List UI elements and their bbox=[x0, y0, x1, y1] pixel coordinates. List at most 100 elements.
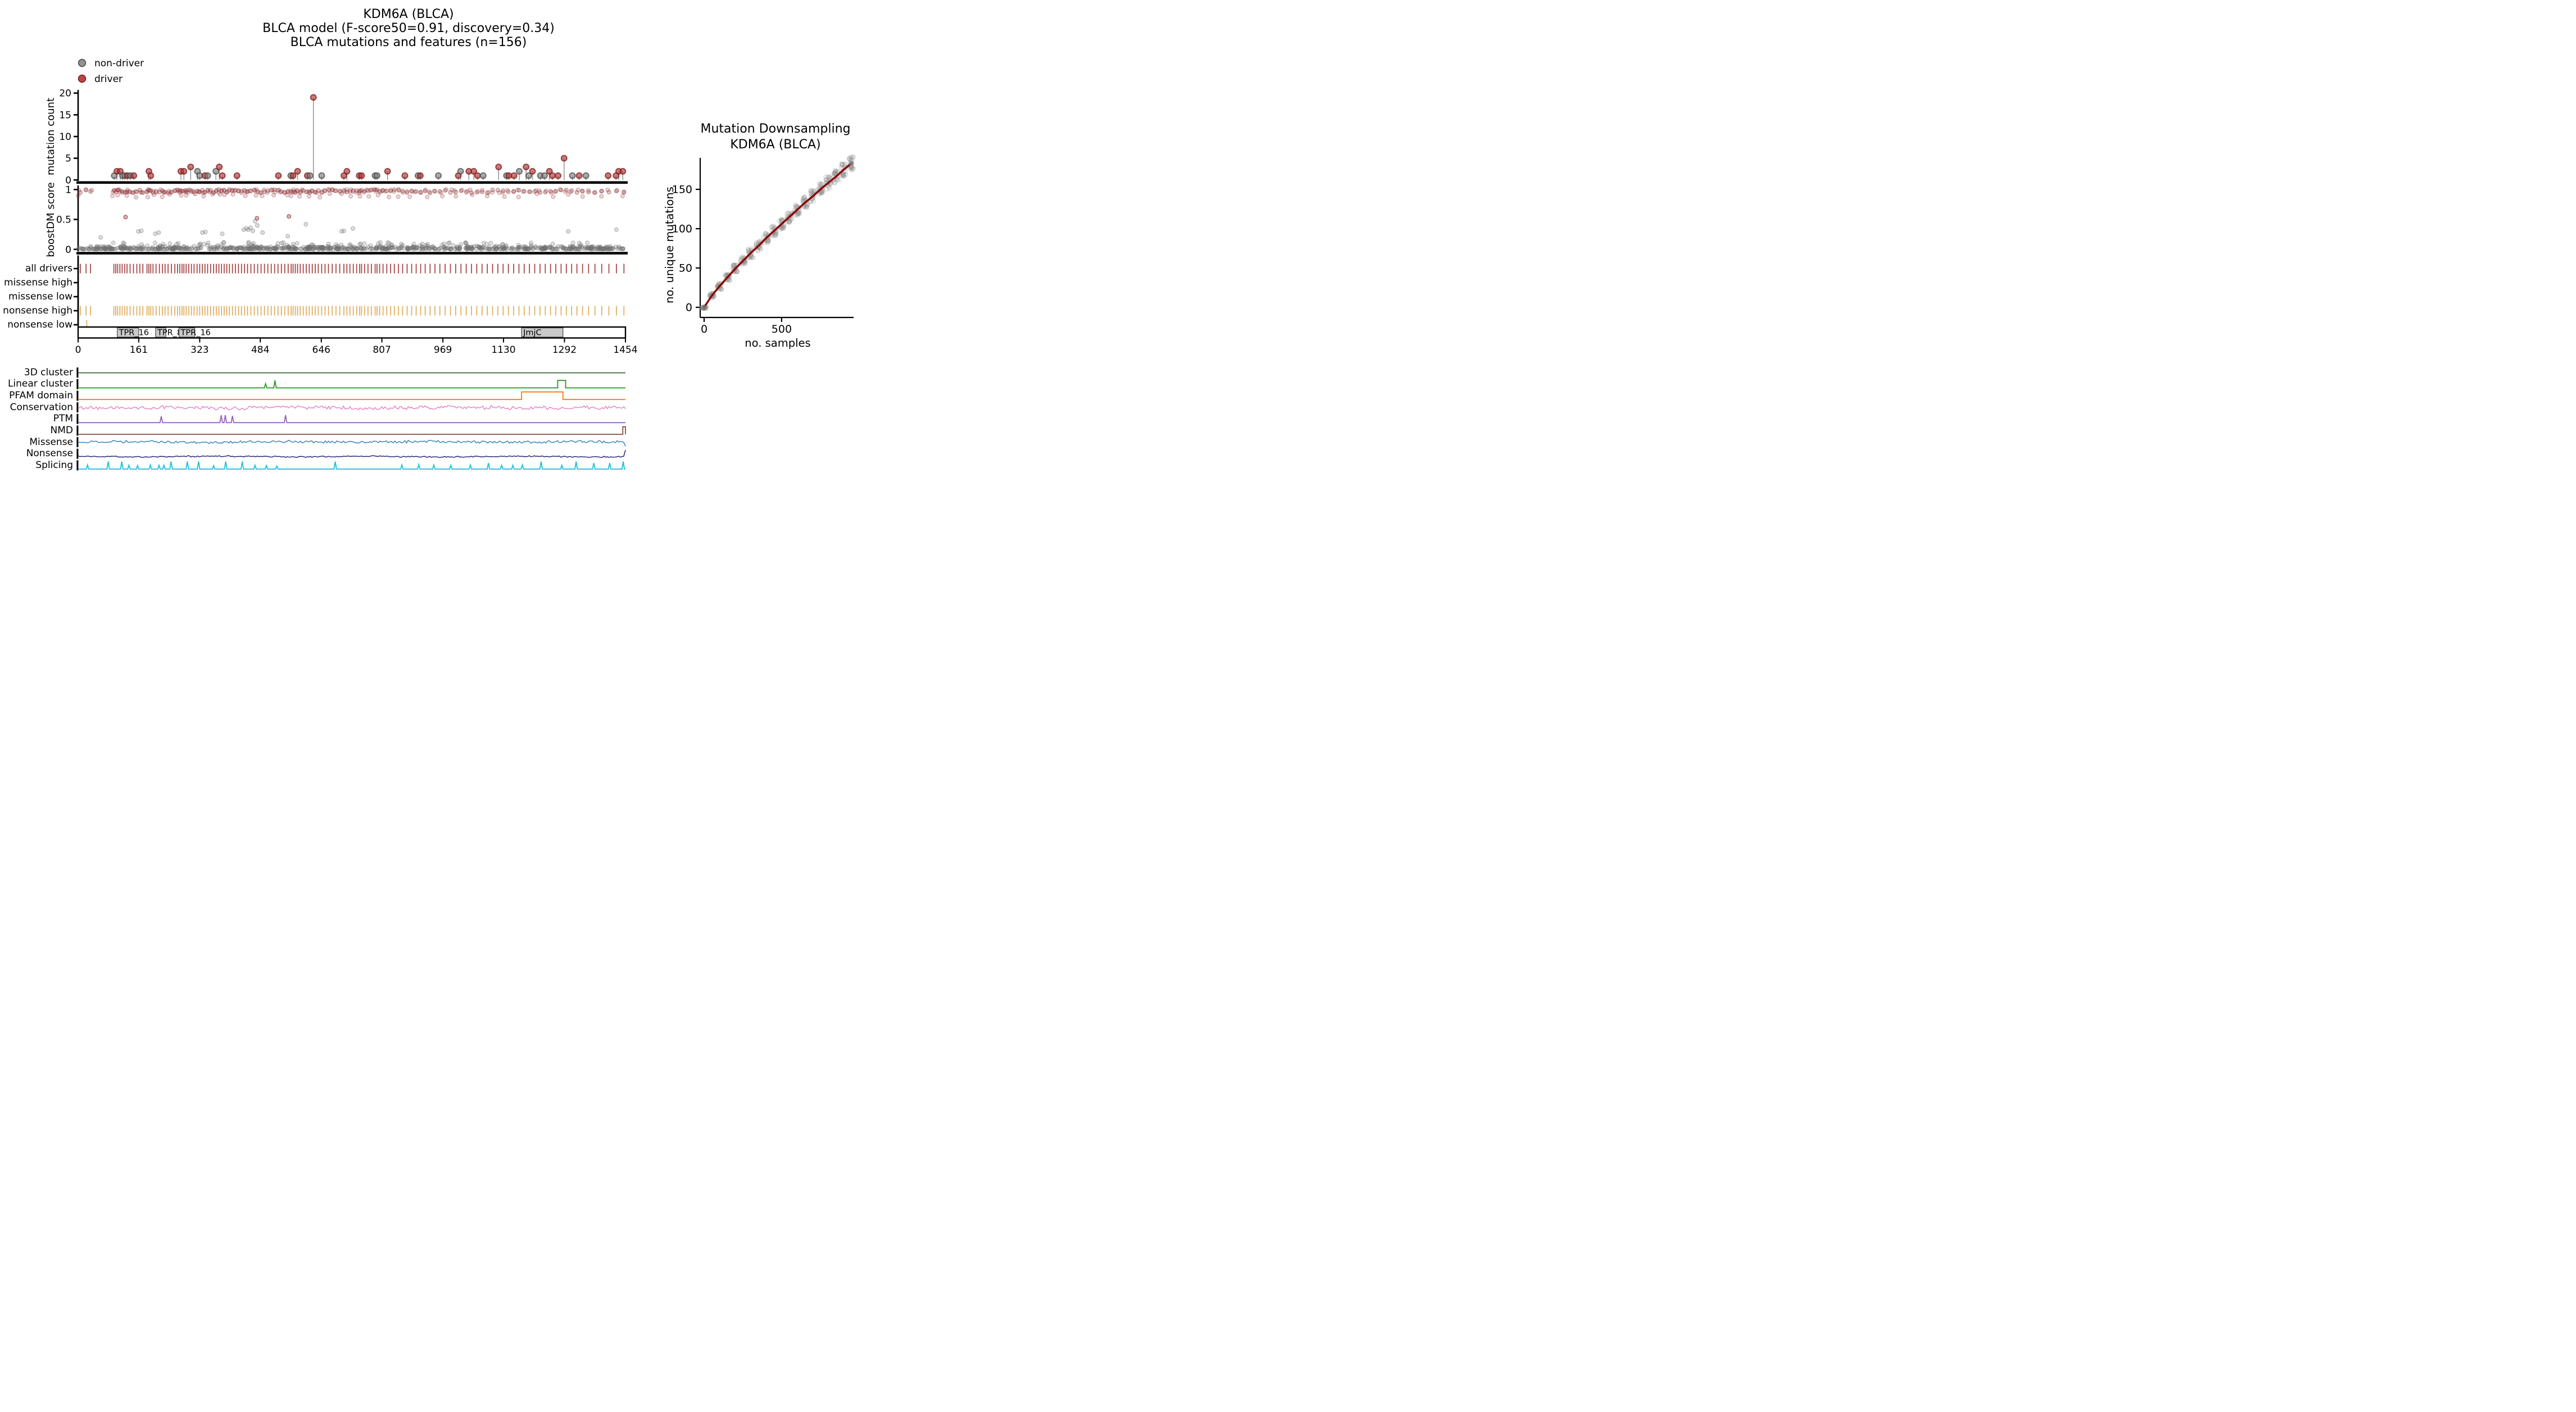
driver-point bbox=[566, 192, 571, 197]
driver-point bbox=[253, 193, 258, 198]
rail-mark bbox=[346, 264, 348, 274]
rail-mark bbox=[415, 264, 417, 274]
driver-point bbox=[257, 190, 262, 195]
driver-point bbox=[506, 189, 511, 194]
rail-mark bbox=[555, 264, 556, 274]
driver-point bbox=[418, 189, 423, 194]
rail-mark bbox=[550, 306, 551, 316]
rail-mark bbox=[224, 306, 225, 316]
rail-mark bbox=[424, 306, 426, 316]
rail-mark bbox=[374, 264, 376, 274]
rail-mark bbox=[182, 306, 183, 316]
needle-plot: 0 5 10 15 20 bbox=[59, 88, 628, 186]
rail-mark bbox=[193, 264, 195, 274]
replicate-point bbox=[832, 170, 838, 175]
replicate-point bbox=[773, 231, 779, 237]
driver-lollipop bbox=[555, 172, 562, 179]
replicate-point bbox=[731, 262, 737, 267]
replicate-point bbox=[718, 286, 724, 292]
driver-point bbox=[88, 189, 93, 194]
rail-mark bbox=[80, 264, 81, 274]
rail-mark bbox=[126, 264, 128, 274]
replicate-point bbox=[823, 177, 828, 183]
nondriver-outlier-point bbox=[220, 231, 225, 237]
nondriver-point bbox=[425, 242, 430, 247]
rail-mark bbox=[260, 264, 262, 274]
rail-mark bbox=[318, 306, 319, 316]
driver-point bbox=[521, 189, 526, 194]
replicate-point bbox=[734, 269, 740, 274]
replicate-point bbox=[827, 185, 832, 191]
boostdm-score-plot: 00.51 bbox=[56, 184, 628, 256]
replicate-point bbox=[765, 238, 771, 243]
legend-driver-label: driver bbox=[94, 74, 123, 85]
rail-mark bbox=[555, 306, 556, 316]
driver-point bbox=[124, 193, 129, 198]
nondriver-point bbox=[198, 245, 203, 250]
driver-point bbox=[265, 190, 270, 195]
x-axis-tick-label: 807 bbox=[373, 344, 391, 356]
needle-y-tick-label: 20 bbox=[59, 88, 71, 99]
nondriver-point bbox=[516, 243, 521, 248]
rail-mark bbox=[257, 264, 258, 274]
nondriver-point bbox=[547, 244, 552, 249]
nondriver-point bbox=[242, 247, 247, 252]
nondriver-point bbox=[556, 244, 560, 249]
rail-mark bbox=[476, 306, 478, 316]
rail-mark bbox=[571, 264, 573, 274]
replicate-point bbox=[804, 205, 810, 210]
driver-point bbox=[579, 188, 584, 193]
replicate-point bbox=[779, 217, 785, 223]
driver-point bbox=[358, 189, 362, 194]
replicate-point bbox=[797, 211, 802, 216]
driver-point bbox=[485, 190, 490, 196]
replicate-point bbox=[832, 168, 838, 174]
rail-mark bbox=[306, 264, 307, 274]
nondriver-point bbox=[150, 245, 155, 250]
driver-point bbox=[568, 189, 573, 194]
rail-mark bbox=[179, 306, 180, 316]
driver-point bbox=[78, 190, 83, 195]
replicate-point bbox=[838, 165, 844, 170]
nondriver-point bbox=[264, 245, 269, 250]
nondriver-point bbox=[366, 244, 370, 249]
replicate-point bbox=[766, 238, 771, 243]
replicate-point bbox=[738, 255, 744, 261]
nondriver-point bbox=[111, 240, 116, 246]
replicate-point bbox=[831, 171, 837, 176]
rail-mark bbox=[148, 306, 149, 316]
replicate-point bbox=[827, 174, 832, 180]
driver-point bbox=[465, 188, 470, 193]
driver-point bbox=[414, 189, 419, 194]
needle-y-tick-label: 5 bbox=[65, 153, 71, 165]
rail-mark bbox=[550, 264, 551, 274]
replicate-point bbox=[805, 202, 810, 207]
rail-mark bbox=[582, 306, 583, 316]
nondriver-point bbox=[469, 244, 474, 249]
nondriver-point bbox=[387, 240, 392, 246]
nondriver-point bbox=[446, 240, 451, 246]
driver-point bbox=[243, 193, 248, 198]
driver-point bbox=[548, 190, 554, 195]
replicate-point bbox=[803, 205, 808, 210]
boostdm-ylabel: boostDM score bbox=[45, 182, 57, 257]
nondriver-point bbox=[91, 247, 96, 252]
driver-point bbox=[405, 190, 410, 196]
nondriver-point bbox=[250, 242, 255, 247]
nondriver-point bbox=[467, 246, 471, 251]
feature-spine bbox=[76, 414, 79, 424]
driver-point bbox=[448, 190, 453, 195]
rail-mark bbox=[86, 320, 88, 330]
feature-label-nmd: NMD bbox=[51, 425, 73, 436]
rail-mark bbox=[115, 264, 116, 274]
driver-point bbox=[620, 193, 625, 198]
rail-mark bbox=[513, 306, 514, 316]
driver-point bbox=[188, 188, 193, 193]
nondriver-point bbox=[378, 244, 383, 249]
nondriver-point bbox=[294, 241, 300, 246]
x-axis-tick-label: 1292 bbox=[552, 344, 577, 356]
rail-mark bbox=[420, 306, 421, 316]
replicate-point bbox=[839, 161, 845, 166]
nondriver-point bbox=[481, 240, 486, 246]
driver-point bbox=[388, 189, 393, 193]
